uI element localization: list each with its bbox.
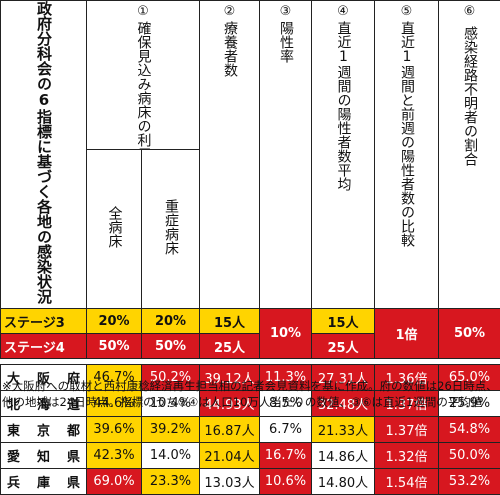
stage-c6: 50% (439, 309, 500, 359)
col-number-3: ③ (260, 5, 311, 19)
cell-c6: 50.0% (439, 443, 500, 469)
subcol-severe-beds-label: 重症病床 (163, 199, 178, 255)
table-title: 政府分科会の6指標に基づく各地の感染状況 (35, 1, 52, 304)
table-row: 東京都 39.6% 39.2% 16.87人 6.7% 21.33人 1.37倍… (1, 417, 500, 443)
cell-c2: 13.03人 (200, 469, 260, 495)
stage4-c4: 25人 (312, 334, 375, 359)
cell-c1a: 39.6% (87, 417, 142, 443)
cell-c5: 1.32倍 (375, 443, 439, 469)
cell-c3: 6.7% (260, 417, 312, 443)
cell-c4: 21.33人 (312, 417, 375, 443)
col-number-2: ② (200, 5, 259, 19)
cell-c2: 21.04人 (200, 443, 260, 469)
stage4-label: ステージ4 (1, 334, 87, 359)
cell-c6: 53.2% (439, 469, 500, 495)
cell-c1a: 42.3% (87, 443, 142, 469)
stage3-c1a: 20% (87, 309, 142, 334)
col-number-6: ⑥ (439, 5, 500, 19)
cell-c1b: 14.0% (142, 443, 200, 469)
cell-c1b: 23.3% (142, 469, 200, 495)
cell-c3: 16.7% (260, 443, 312, 469)
cell-c1a: 69.0% (87, 469, 142, 495)
col-header-6: ⑥ 感染経路不明者の割合 (439, 1, 500, 309)
col-label-1: 確保見込み病床の利用率 (136, 21, 151, 91)
col-number-1: ① (87, 5, 199, 19)
cell-c4: 14.86人 (312, 443, 375, 469)
pref-name: 東京都 (1, 417, 87, 443)
page: 政府分科会の6指標に基づく各地の感染状況 ① 確保見込み病床の利用率 ② 療養者… (0, 0, 500, 429)
table-row: 愛知県 42.3% 14.0% 21.04人 16.7% 14.86人 1.32… (1, 443, 500, 469)
cell-c5: 1.54倍 (375, 469, 439, 495)
cell-c5: 1.37倍 (375, 417, 439, 443)
stage4-c1b: 50% (142, 334, 200, 359)
stage3-c1b: 20% (142, 309, 200, 334)
stage4-c1a: 50% (87, 334, 142, 359)
cell-c3: 10.6% (260, 469, 312, 495)
cell-c4: 14.80人 (312, 469, 375, 495)
cell-c1b: 39.2% (142, 417, 200, 443)
stage-c5: 1倍 (375, 309, 439, 359)
col-header-4: ④ 直近1週間の陽性者数平均 (312, 1, 375, 309)
subcol-all-beds: 全病床 (87, 150, 142, 309)
col-label-5: 直近1週間と前週の陽性者数の比較 (399, 21, 414, 171)
cell-c6: 54.8% (439, 417, 500, 443)
pref-name: 愛知県 (1, 443, 87, 469)
footnote: ※大阪府への取材と西村康稔経済再生担当相の記者会見資料を基に作成。府の数値は26… (2, 378, 498, 410)
stage4-c2: 25人 (200, 334, 260, 359)
col-number-4: ④ (312, 5, 374, 19)
col-header-2: ② 療養者数 (200, 1, 260, 309)
col-label-3: 陽性率 (278, 21, 293, 63)
col-header-1: ① 確保見込み病床の利用率 (87, 1, 200, 150)
col-label-4: 直近1週間の陽性者数平均 (336, 21, 351, 171)
subcol-severe-beds: 重症病床 (142, 150, 200, 309)
pref-name: 兵庫県 (1, 469, 87, 495)
table-title-cell: 政府分科会の6指標に基づく各地の感染状況 (1, 1, 87, 309)
col-header-3: ③ 陽性率 (260, 1, 312, 309)
stage-c3: 10% (260, 309, 312, 359)
col-number-5: ⑤ (375, 5, 438, 19)
col-label-6: 感染経路不明者の割合 (462, 21, 477, 171)
col-header-5: ⑤ 直近1週間と前週の陽性者数の比較 (375, 1, 439, 309)
table-row: 兵庫県 69.0% 23.3% 13.03人 10.6% 14.80人 1.54… (1, 469, 500, 495)
stage3-c4: 15人 (312, 309, 375, 334)
stage3-c2: 15人 (200, 309, 260, 334)
cell-c2: 16.87人 (200, 417, 260, 443)
stage3-label: ステージ3 (1, 309, 87, 334)
col-label-2: 療養者数 (222, 21, 237, 77)
subcol-all-beds-label: 全病床 (107, 206, 122, 248)
